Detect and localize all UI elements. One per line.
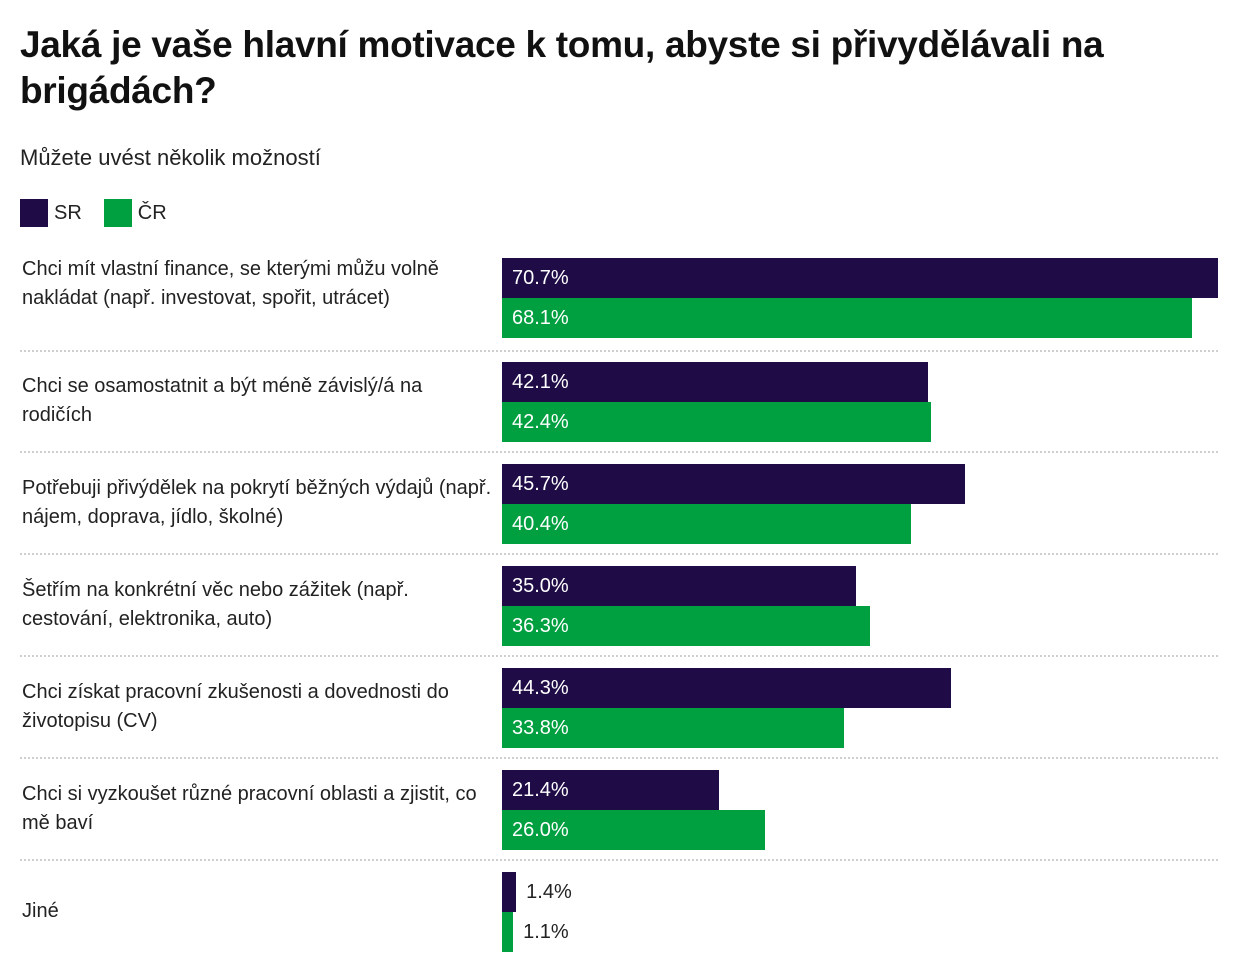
legend-item-cr: ČR — [103, 199, 167, 227]
legend-label-sr: SR — [54, 201, 82, 224]
row-separator — [20, 859, 1218, 861]
bar-value-label-sr: 35.0% — [512, 575, 569, 597]
bar-sr — [502, 464, 965, 504]
category-label: Šetřím na konkrétní věc nebo zážitek (na… — [22, 579, 409, 630]
bar-cr — [502, 606, 870, 646]
bar-value-label-cr: 68.1% — [512, 307, 569, 329]
bar-sr — [502, 258, 1218, 298]
bar-value-label-sr: 70.7% — [512, 267, 569, 289]
row-separator — [20, 757, 1218, 759]
row-separator — [20, 553, 1218, 555]
bar-value-label-cr: 36.3% — [512, 615, 569, 637]
bar-cr — [502, 912, 514, 952]
bar-value-label-cr: 26.0% — [512, 819, 569, 841]
bar-value-label-sr: 45.7% — [512, 473, 569, 495]
category-label: Chci získat pracovní zkušenosti a dovedn… — [22, 681, 449, 732]
bar-value-label-cr: 42.4% — [512, 411, 569, 433]
category-label: Chci se osamostatnit a být méně závislý/… — [22, 375, 423, 426]
bar-sr — [502, 362, 929, 402]
legend: SR ČR — [20, 199, 189, 227]
bar-cr — [502, 402, 932, 442]
legend-label-cr: ČR — [137, 201, 167, 224]
category-label: Jiné — [22, 900, 59, 922]
legend-swatch-sr — [20, 199, 48, 227]
bar-value-label-cr: 33.8% — [512, 717, 569, 739]
legend-item-sr: SR — [20, 199, 82, 227]
category-label: Chci mít vlastní finance, se kterými můž… — [22, 258, 439, 309]
bar-value-label-sr: 1.4% — [526, 881, 572, 903]
bar-value-label-sr: 42.1% — [512, 371, 569, 393]
bar-sr — [502, 668, 951, 708]
bar-value-label-sr: 44.3% — [512, 677, 569, 699]
bar-sr — [502, 770, 719, 810]
bar-cr — [502, 708, 845, 748]
bar-value-label-sr: 21.4% — [512, 779, 569, 801]
bar-cr — [502, 504, 912, 544]
row-separator — [20, 451, 1218, 453]
chart-title: Jaká je vaše hlavní motivace k tomu, aby… — [20, 24, 1104, 111]
bar-sr — [502, 872, 517, 912]
legend-swatch-cr — [103, 199, 132, 227]
bar-cr — [502, 298, 1192, 338]
category-label: Potřebuji přivýdělek na pokrytí běžných … — [22, 477, 492, 528]
category-label: Chci si vyzkoušet různé pracovní oblasti… — [22, 783, 477, 834]
bar-cr — [502, 810, 766, 850]
bar-value-label-cr: 40.4% — [512, 513, 569, 535]
bar-sr — [502, 566, 857, 606]
row-separator — [20, 350, 1218, 352]
row-separator — [20, 655, 1218, 657]
bar-value-label-cr: 1.1% — [523, 921, 569, 943]
chart-subtitle: Můžete uvést několik možností — [20, 145, 321, 170]
